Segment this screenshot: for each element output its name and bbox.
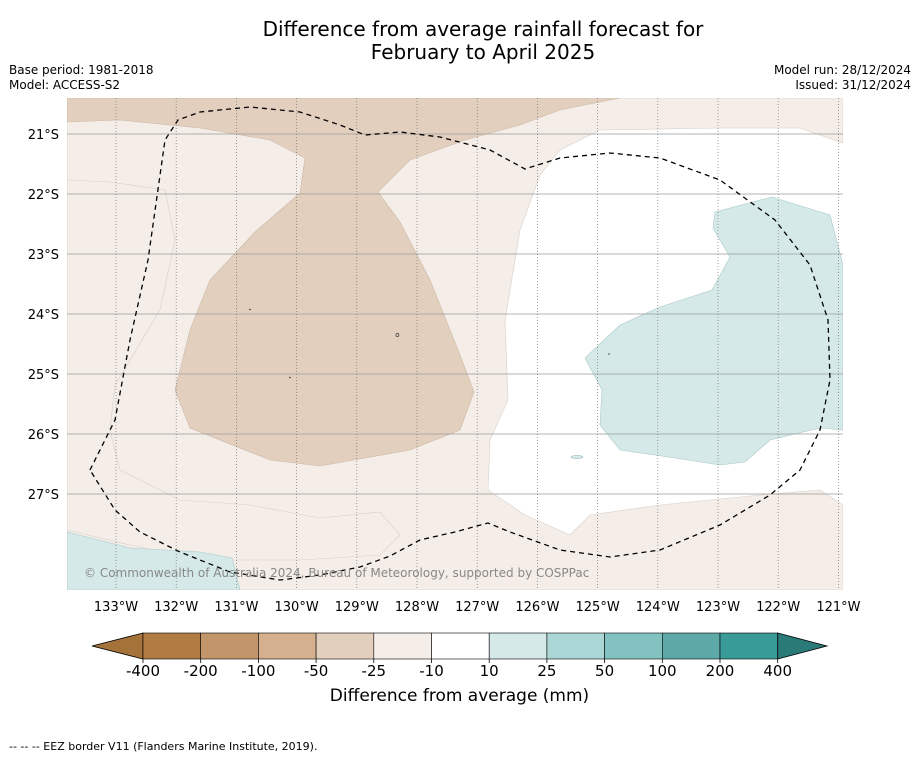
- lat-label: 26°S: [28, 428, 59, 443]
- lon-label: 126°W: [515, 600, 559, 615]
- colorbar-tick-label: 400: [763, 662, 792, 680]
- colorbar-tick-label: 100: [648, 662, 677, 680]
- eez-legend: -- -- -- EEZ border V11 (Flanders Marine…: [9, 740, 318, 753]
- longitude-labels: 133°W 132°W 131°W 130°W 129°W 128°W 127°W 126°W…: [94, 600, 861, 615]
- title-line-1: Difference from average rainfall forecas…: [262, 17, 704, 41]
- copyright-watermark: © Commonwealth of Australia 2024, Bureau…: [84, 566, 589, 580]
- base-period: Base period: 1981-2018: [9, 63, 154, 77]
- colorbar-bin: [546, 632, 605, 660]
- colorbar-bin: [661, 632, 721, 660]
- map-gridlines: [67, 98, 843, 590]
- eez-border: [89, 106, 831, 581]
- colorbar-bin: [431, 632, 490, 660]
- lon-label: 131°W: [214, 600, 258, 615]
- colorbar-tick-label: -50: [304, 662, 329, 680]
- colorbar-bin: [488, 632, 548, 660]
- colorbar-tick-label: -10: [419, 662, 444, 680]
- colorbar-tick-label: -400: [126, 662, 160, 680]
- lon-label: 130°W: [275, 600, 319, 615]
- title-line-2: February to April 2025: [370, 40, 596, 64]
- model-name: Model: ACCESS-S2: [9, 78, 121, 92]
- meta-right: Model run: 28/12/2024 Issued: 31/12/2024: [774, 63, 911, 93]
- lon-label: 125°W: [576, 600, 620, 615]
- lon-label: 123°W: [696, 600, 740, 615]
- region-light-teal-southwest: [67, 531, 241, 590]
- issued-date: Issued: 31/12/2024: [795, 78, 911, 92]
- colorbar-tick-label: 25: [537, 662, 556, 680]
- colorbar-tick-label: -25: [362, 662, 387, 680]
- colorbar-tick-label: 200: [706, 662, 735, 680]
- lat-label: 27°S: [28, 488, 59, 503]
- lon-label: 127°W: [455, 600, 499, 615]
- map-plot-area: © Commonwealth of Australia 2024, Bureau…: [67, 98, 843, 590]
- map-title: Difference from average rainfall forecas…: [0, 18, 919, 64]
- lon-label: 122°W: [756, 600, 800, 615]
- lon-label: 121°W: [816, 600, 860, 615]
- colorbar-bin: [604, 632, 663, 660]
- colorbar-tick-label: 10: [480, 662, 499, 680]
- lat-label: 22°S: [28, 188, 59, 203]
- colorbar-bin: [373, 632, 432, 660]
- colorbar-label: Difference from average (mm): [329, 686, 590, 706]
- lat-label: 23°S: [28, 248, 59, 263]
- lat-label: 21°S: [28, 128, 59, 143]
- colorbar: -400 -200 -100 -50 -25 -10 10 25 50 100 200 400: [91, 632, 829, 680]
- colorbar-arrow-left: [91, 632, 144, 660]
- meta-left: Base period: 1981-2018 Model: ACCESS-S2: [9, 63, 154, 93]
- lon-label: 124°W: [636, 600, 680, 615]
- lon-label: 128°W: [395, 600, 439, 615]
- colorbar-bin: [200, 632, 259, 660]
- colorbar-tick-label: 50: [595, 662, 614, 680]
- lat-label: 25°S: [28, 368, 59, 383]
- lon-label: 132°W: [154, 600, 198, 615]
- colorbar-bin: [258, 632, 317, 660]
- model-run: Model run: 28/12/2024: [773, 63, 911, 77]
- colorbar-tick-label: -200: [184, 662, 218, 680]
- colorbar-arrow-right: [777, 632, 829, 660]
- colorbar-tick-label: -100: [241, 662, 275, 680]
- colorbar-bin: [142, 632, 202, 660]
- lon-label: 129°W: [335, 600, 379, 615]
- colorbar-bin: [719, 632, 779, 660]
- lon-label: 133°W: [94, 600, 138, 615]
- colorbar-bin: [315, 632, 375, 660]
- latitude-labels: 21°S 22°S 23°S 24°S 25°S 26°S 27°S: [28, 128, 59, 503]
- lat-label: 24°S: [28, 308, 59, 323]
